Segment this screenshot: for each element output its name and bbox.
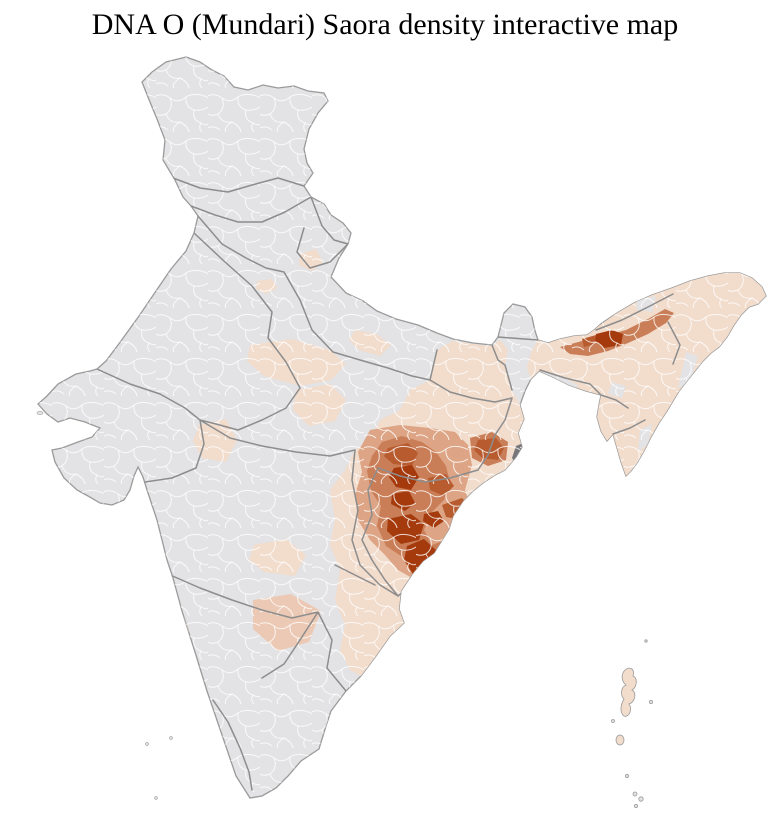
state-borders <box>96 177 681 791</box>
page-title: DNA O (Mundari) Saora density interactiv… <box>91 8 679 41</box>
kutch-coastal-islet[interactable] <box>36 411 44 415</box>
lakshadweep-islands[interactable] <box>145 736 173 800</box>
andaman-nicobar-islands[interactable] <box>611 639 654 809</box>
